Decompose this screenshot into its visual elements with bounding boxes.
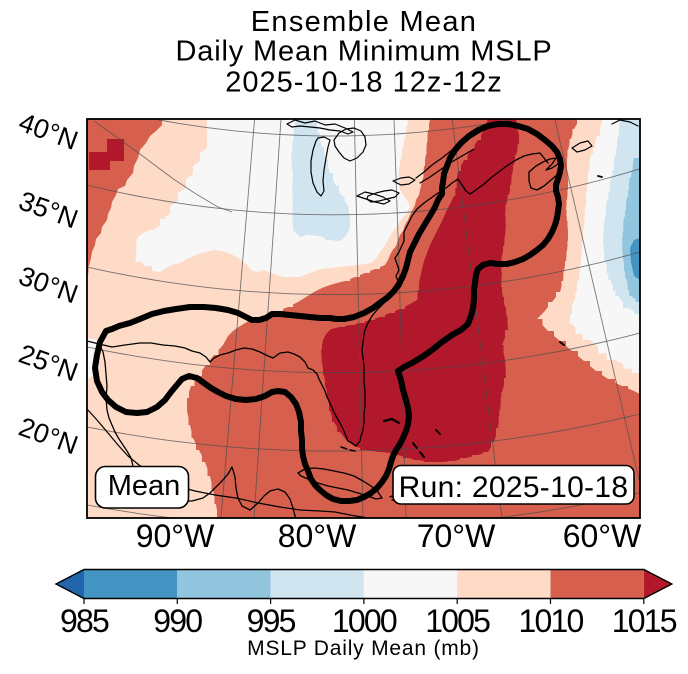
svg-text:MSLP Daily Mean (mb): MSLP Daily Mean (mb) <box>247 637 480 660</box>
svg-text:Ensemble Mean: Ensemble Mean <box>251 6 477 38</box>
svg-text:1005: 1005 <box>425 603 490 639</box>
svg-text:995: 995 <box>247 603 296 639</box>
svg-text:90°W: 90°W <box>136 518 215 554</box>
svg-text:80°W: 80°W <box>278 518 357 554</box>
svg-text:1000: 1000 <box>332 603 397 639</box>
svg-text:Mean: Mean <box>108 470 181 502</box>
svg-text:60°W: 60°W <box>563 518 642 554</box>
svg-text:985: 985 <box>60 603 109 639</box>
svg-text:990: 990 <box>153 603 202 639</box>
svg-text:1010: 1010 <box>519 603 584 639</box>
svg-text:Daily Mean Minimum MSLP: Daily Mean Minimum MSLP <box>175 36 552 68</box>
svg-text:70°W: 70°W <box>417 518 496 554</box>
svg-text:1015: 1015 <box>612 603 677 639</box>
svg-text:Run: 2025-10-18: Run: 2025-10-18 <box>399 471 629 504</box>
svg-text:2025-10-18 12z-12z: 2025-10-18 12z-12z <box>225 67 503 99</box>
